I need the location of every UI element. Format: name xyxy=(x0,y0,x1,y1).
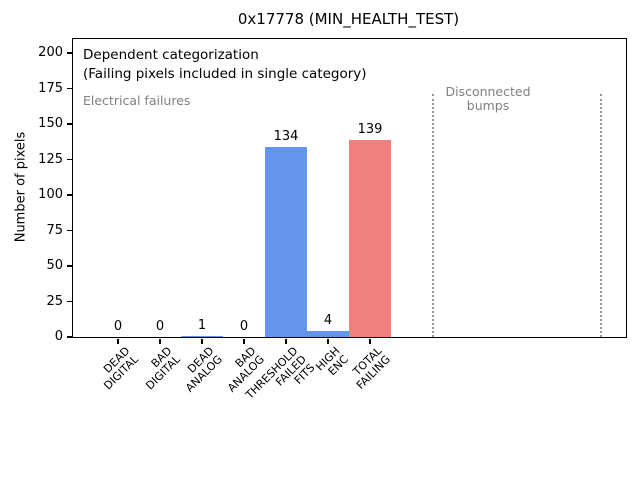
y-tick-label-175: 175 xyxy=(38,80,63,96)
annotation-dependent-categorization: Dependent categorization xyxy=(83,47,259,63)
y-tick-label-25: 25 xyxy=(46,293,63,309)
dotted-vline-2 xyxy=(600,94,602,337)
x-tick-mark-total-failing xyxy=(369,338,371,344)
bar-dead-analog xyxy=(181,335,223,337)
x-tick-mark-bad-analog xyxy=(243,338,245,344)
y-tick-mark-125 xyxy=(66,158,72,161)
x-tick-mark-dead-analog xyxy=(201,338,203,344)
y-tick-mark-25 xyxy=(66,300,72,303)
y-tick-mark-200 xyxy=(66,52,72,54)
y-tick-label-75: 75 xyxy=(46,222,63,238)
bar-total-failing xyxy=(349,139,391,337)
y-tick-label-150: 150 xyxy=(38,116,63,132)
bar-value-label-threshold-failed-fits: 134 xyxy=(273,128,299,144)
bar-high-enc xyxy=(307,331,349,337)
bar-value-label-dead-digital: 0 xyxy=(113,319,123,334)
y-tick-label-125: 125 xyxy=(38,151,63,167)
x-tick-mark-threshold-failed-fits xyxy=(285,338,287,344)
y-tick-label-50: 50 xyxy=(46,258,63,274)
y-tick-label-0: 0 xyxy=(54,329,63,344)
y-tick-mark-150 xyxy=(66,123,72,125)
y-tick-mark-175 xyxy=(66,87,72,90)
bar-value-label-bad-digital: 0 xyxy=(155,319,165,334)
annotation-failing-pixels-note: (Failing pixels included in single categ… xyxy=(83,66,367,82)
bar-value-label-total-failing: 139 xyxy=(357,121,383,137)
y-tick-label-100: 100 xyxy=(38,187,63,203)
chart-title: 0x17778 (MIN_HEALTH_TEST) xyxy=(237,10,460,28)
y-tick-label-200: 200 xyxy=(38,45,63,61)
y-tick-mark-50 xyxy=(66,265,72,267)
x-tick-mark-bad-digital xyxy=(159,338,161,344)
y-tick-mark-0 xyxy=(66,336,72,338)
bar-value-label-high-enc: 4 xyxy=(323,313,333,329)
x-tick-mark-dead-digital xyxy=(117,338,119,344)
dotted-vline-1 xyxy=(432,94,434,337)
annotation-electrical-failures: Electrical failures xyxy=(83,93,191,108)
y-tick-mark-100 xyxy=(66,194,72,196)
y-tick-mark-75 xyxy=(66,229,72,232)
bar-threshold-failed-fits xyxy=(265,146,307,337)
x-tick-mark-high-enc xyxy=(327,338,329,344)
bar-value-label-bad-analog: 0 xyxy=(239,319,249,334)
bar-value-label-dead-analog: 1 xyxy=(197,317,207,333)
plot-area: Dependent categorization (Failing pixels… xyxy=(38,38,627,402)
annotation-disconnected-bumps: Disconnected bumps xyxy=(445,84,531,113)
